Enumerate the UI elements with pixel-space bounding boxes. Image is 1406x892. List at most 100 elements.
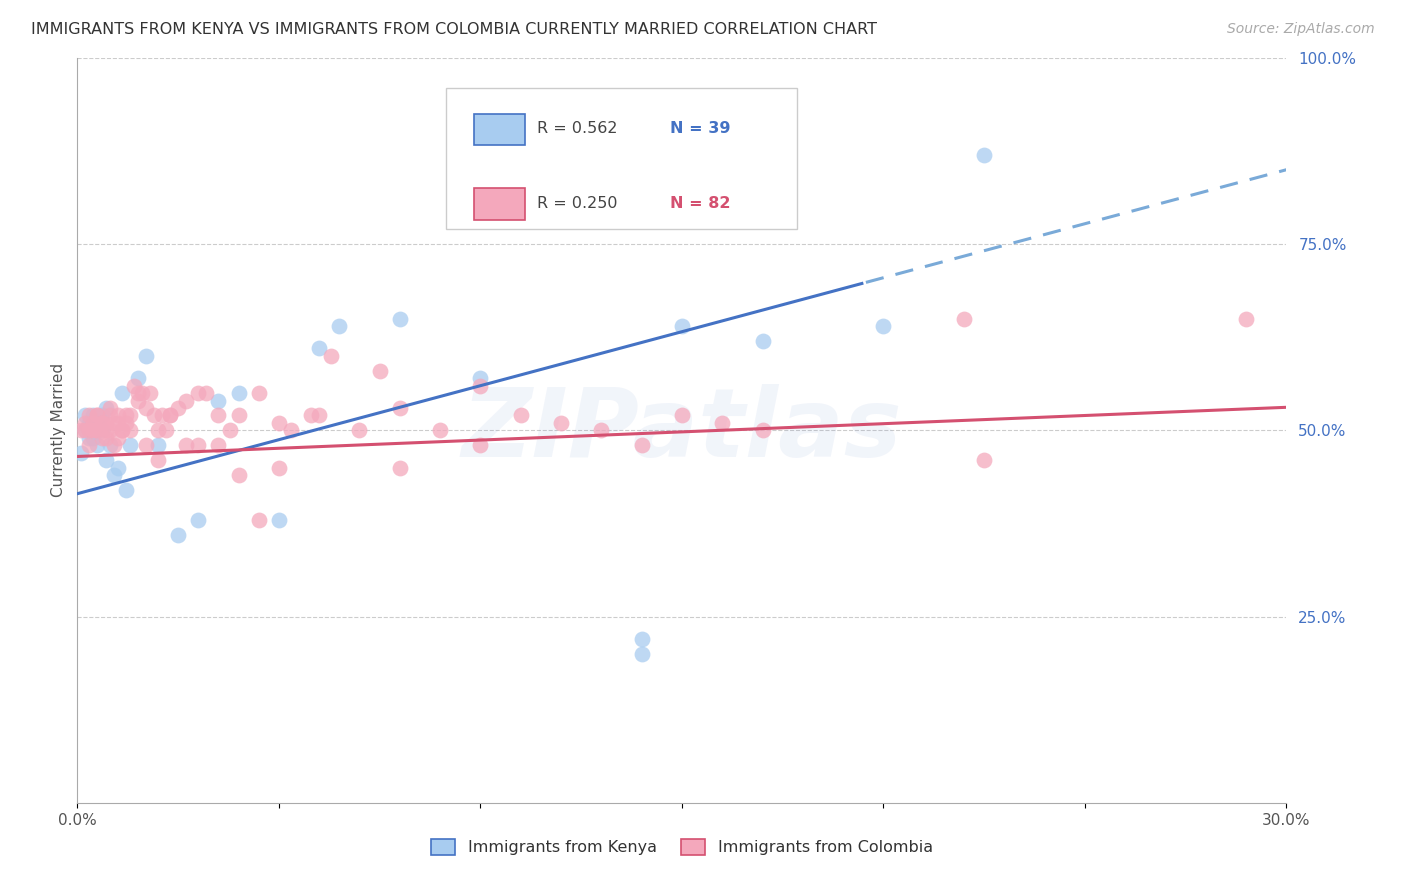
Point bbox=[630, 632, 652, 646]
Point bbox=[308, 409, 330, 423]
Legend: Immigrants from Kenya, Immigrants from Colombia: Immigrants from Kenya, Immigrants from C… bbox=[425, 833, 939, 862]
Point bbox=[155, 423, 177, 437]
Point bbox=[228, 409, 250, 423]
Point bbox=[247, 386, 270, 401]
Point bbox=[79, 409, 101, 423]
Text: IMMIGRANTS FROM KENYA VS IMMIGRANTS FROM COLOMBIA CURRENTLY MARRIED CORRELATION : IMMIGRANTS FROM KENYA VS IMMIGRANTS FROM… bbox=[31, 22, 877, 37]
Point bbox=[470, 378, 492, 392]
Text: N = 82: N = 82 bbox=[669, 195, 730, 211]
Point bbox=[267, 513, 290, 527]
Point bbox=[79, 416, 101, 430]
Point bbox=[94, 416, 117, 430]
Point bbox=[299, 409, 322, 423]
Point bbox=[751, 423, 773, 437]
Point bbox=[86, 423, 108, 437]
Point bbox=[82, 431, 104, 445]
Point bbox=[94, 423, 117, 437]
Point bbox=[79, 431, 101, 445]
Point bbox=[146, 453, 169, 467]
Point bbox=[267, 416, 290, 430]
Point bbox=[70, 446, 93, 460]
Point bbox=[98, 409, 121, 423]
Point bbox=[90, 416, 112, 430]
Point bbox=[127, 371, 149, 385]
Point bbox=[107, 409, 129, 423]
Point bbox=[135, 349, 157, 363]
Point bbox=[159, 409, 181, 423]
FancyBboxPatch shape bbox=[474, 114, 524, 145]
Point bbox=[75, 423, 97, 437]
Point bbox=[98, 438, 121, 452]
Point bbox=[671, 319, 693, 334]
Point bbox=[103, 468, 125, 483]
Point bbox=[103, 416, 125, 430]
Point bbox=[207, 393, 229, 408]
Point bbox=[174, 438, 197, 452]
Point bbox=[174, 393, 197, 408]
Point bbox=[135, 438, 157, 452]
Point bbox=[146, 438, 169, 452]
Point bbox=[207, 438, 229, 452]
Point bbox=[711, 416, 734, 430]
Text: ZIPatlas: ZIPatlas bbox=[461, 384, 903, 477]
Point bbox=[86, 409, 108, 423]
Y-axis label: Currently Married: Currently Married bbox=[51, 363, 66, 498]
Point bbox=[75, 423, 97, 437]
Point bbox=[219, 423, 242, 437]
Point bbox=[872, 319, 894, 334]
Point bbox=[1234, 311, 1257, 326]
Point bbox=[79, 423, 101, 437]
Point bbox=[107, 460, 129, 475]
Point bbox=[146, 423, 169, 437]
Point bbox=[82, 409, 104, 423]
Point bbox=[82, 423, 104, 437]
Point bbox=[114, 409, 136, 423]
Point bbox=[90, 416, 112, 430]
Point bbox=[122, 378, 145, 392]
Point bbox=[349, 423, 371, 437]
Point bbox=[86, 423, 108, 437]
Point bbox=[150, 409, 173, 423]
Point bbox=[127, 393, 149, 408]
Point bbox=[107, 431, 129, 445]
Point bbox=[973, 453, 995, 467]
Point bbox=[94, 401, 117, 415]
Point bbox=[79, 423, 101, 437]
Point bbox=[103, 438, 125, 452]
Point bbox=[388, 460, 411, 475]
Point bbox=[90, 409, 112, 423]
Point bbox=[167, 527, 190, 541]
Point bbox=[118, 423, 141, 437]
Point bbox=[308, 342, 330, 356]
Point bbox=[195, 386, 218, 401]
Point bbox=[388, 311, 411, 326]
Point bbox=[630, 438, 652, 452]
Point bbox=[159, 409, 181, 423]
Point bbox=[953, 311, 976, 326]
Point bbox=[94, 453, 117, 467]
Point bbox=[70, 423, 93, 437]
Point bbox=[187, 386, 209, 401]
Point bbox=[118, 438, 141, 452]
Point bbox=[111, 386, 134, 401]
Point bbox=[228, 386, 250, 401]
Point bbox=[131, 386, 153, 401]
Point bbox=[751, 334, 773, 348]
Point bbox=[82, 423, 104, 437]
Point bbox=[142, 409, 165, 423]
Point bbox=[591, 423, 613, 437]
Point bbox=[90, 431, 112, 445]
Point bbox=[107, 416, 129, 430]
Point bbox=[75, 409, 97, 423]
Point bbox=[139, 386, 162, 401]
Text: R = 0.562: R = 0.562 bbox=[537, 121, 617, 136]
Point bbox=[167, 401, 190, 415]
Point bbox=[114, 416, 136, 430]
Point bbox=[280, 423, 302, 437]
Point bbox=[135, 401, 157, 415]
Point bbox=[86, 438, 108, 452]
Point bbox=[630, 647, 652, 661]
Point bbox=[973, 148, 995, 162]
Point bbox=[550, 416, 572, 430]
Point bbox=[82, 416, 104, 430]
